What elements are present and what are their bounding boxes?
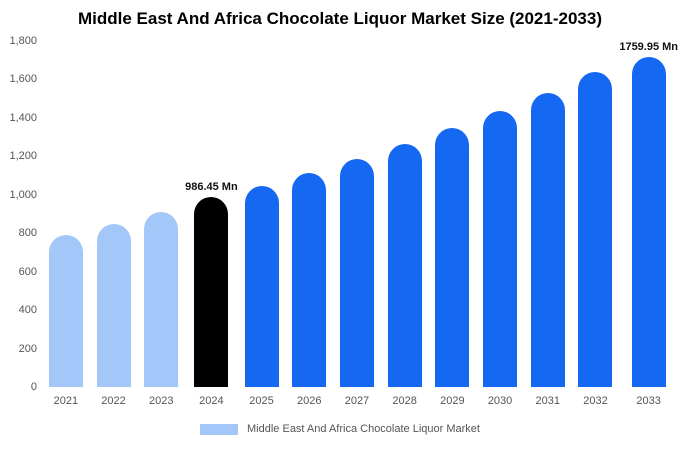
y-tick-label: 400 [18,304,37,317]
chart-title: Middle East And Africa Chocolate Liquor … [78,9,602,28]
bar-column-2025: 2025 [238,41,286,407]
bar-value-label: 986.45 Mn [185,181,238,194]
legend: Middle East And Africa Chocolate Liquor … [0,423,680,435]
bar-column-2032: 2032 [572,41,620,407]
x-tick-label: 2032 [583,395,608,407]
y-tick-label: 1,800 [9,35,37,47]
bar-column-2026: 2026 [285,41,333,407]
bar-2023 [144,212,179,387]
y-tick-label: 600 [18,265,37,278]
bar-2027 [339,159,374,387]
bar-column-2031: 2031 [524,41,572,407]
bar-column-2023: 2023 [137,41,185,407]
x-tick-label: 2031 [535,395,560,407]
bar-column-2022: 2022 [90,41,138,407]
plot-area: 2021 2022 2023 986.45 Mn 2024 2025 2026 2027 202… [42,41,679,407]
bar-column-2030: 2030 [476,41,524,407]
x-tick-label: 2025 [249,395,274,407]
bar-column-2029: 2029 [429,41,477,407]
legend-label: Middle East And Africa Chocolate Liquor … [247,423,480,435]
y-tick-label: 0 [30,381,37,393]
x-tick-label: 2027 [344,395,370,407]
bar-2021 [48,235,83,387]
bar-2031 [530,92,565,387]
x-tick-label: 2024 [199,395,224,407]
y-axis: 0 200 400 600 800 1,000 1,200 1,400 1,600 1,800 [4,35,42,393]
bar-column-2033: 1759.95 Mn 2033 [619,41,679,407]
bar-2030 [483,111,518,387]
bar-2029 [435,128,470,387]
bar-2033 [631,57,666,387]
plot-wrap: 0 200 400 600 800 1,000 1,200 1,400 1,600 1,800 2… [0,35,680,407]
x-tick-label: 2022 [101,395,126,407]
bar-column-2027: 2027 [333,41,381,407]
x-tick-label: 2030 [487,395,513,407]
x-tick-label: 2028 [392,395,417,407]
bar-2026 [292,172,327,387]
x-tick-label: 2033 [636,395,661,407]
bar-value-label: 1759.95 Mn [619,41,679,53]
y-tick-label: 1,600 [9,73,37,86]
bar-column-2028: 2028 [381,41,429,407]
y-tick-label: 1,000 [9,188,37,201]
bar-2024 [194,197,229,387]
bar-column-2024: 986.45 Mn 2024 [185,41,238,407]
bar-2028 [387,144,422,387]
y-tick-label: 800 [18,227,37,240]
bar-2022 [96,223,131,387]
x-tick-label: 2023 [149,395,174,407]
x-tick-label: 2029 [440,395,465,407]
x-tick-label: 2021 [53,395,79,407]
bar-column-2021: 2021 [42,41,90,407]
y-tick-label: 1,200 [9,150,37,163]
x-tick-label: 2026 [297,395,322,407]
legend-swatch [200,423,239,435]
y-tick-label: 1,400 [9,111,37,124]
y-tick-label: 200 [18,342,37,355]
bar-2025 [244,186,279,387]
bar-2032 [578,71,613,387]
